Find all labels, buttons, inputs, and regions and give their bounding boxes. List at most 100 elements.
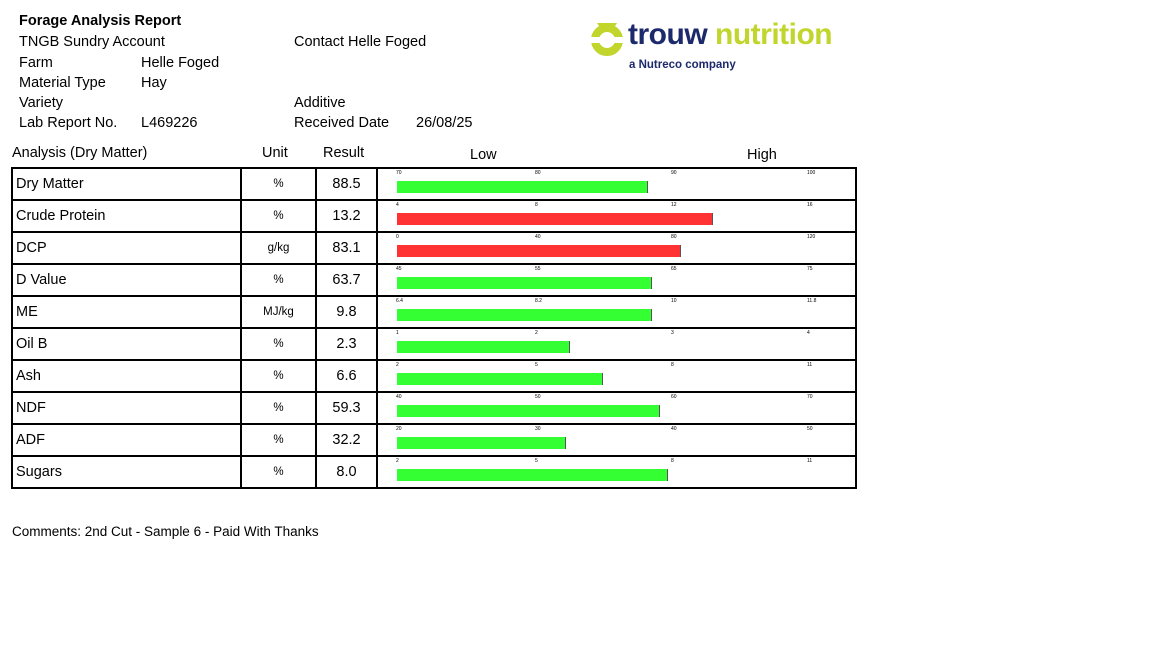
table-row: ME MJ/kg 9.8 6.4 8.2 10 11.8 <box>11 295 857 327</box>
scale-tick-label: 20 <box>396 426 402 432</box>
additive-label: Additive <box>294 95 346 111</box>
analysis-name: Ash <box>13 361 242 391</box>
range-bar-cell: 2 5 8 11 <box>378 457 855 487</box>
analysis-unit: % <box>242 393 317 423</box>
scale-tick-label: 12 <box>671 202 677 208</box>
scale-tick-label: 50 <box>807 426 813 432</box>
unit-column-header: Unit <box>262 145 288 161</box>
lab-report-label: Lab Report No. <box>19 115 118 131</box>
analysis-table: Dry Matter% 88.5 70 80 90 100 Crude Protein% 13… <box>11 167 857 489</box>
logo-tagline: a Nutreco company <box>629 59 736 71</box>
scale-tick-label: 120 <box>807 234 816 240</box>
scale-tick-label: 11 <box>807 458 813 464</box>
range-bar <box>397 405 660 417</box>
range-bar <box>397 245 681 257</box>
scale-tick-label: 5 <box>535 458 538 464</box>
scale-tick-label: 70 <box>396 170 402 176</box>
variety-label: Variety <box>19 95 64 111</box>
scale-tick-label: 40 <box>396 394 402 400</box>
range-bar-cell: 6.4 8.2 10 11.8 <box>378 297 855 327</box>
analysis-unit: % <box>242 361 317 391</box>
analysis-name: ME <box>13 297 242 327</box>
analysis-unit: % <box>242 425 317 455</box>
analysis-result: 6.6 <box>317 361 378 391</box>
table-row: Sugars% 8.0 2 5 8 11 <box>11 455 857 489</box>
scale-tick-label: 8 <box>671 458 674 464</box>
result-column-header: Result <box>323 145 365 161</box>
analysis-result: 13.2 <box>317 201 378 231</box>
low-column-header: Low <box>470 147 497 163</box>
account-name: TNGB Sundry Account <box>19 34 165 50</box>
scale-tick-label: 0 <box>396 234 399 240</box>
scale-tick-label: 55 <box>535 266 541 272</box>
scale-tick-label: 30 <box>535 426 541 432</box>
range-bar <box>397 181 648 193</box>
scale-tick-label: 70 <box>807 394 813 400</box>
scale-tick-label: 60 <box>671 394 677 400</box>
scale-tick-label: 8.2 <box>535 298 542 304</box>
analysis-name: NDF <box>13 393 242 423</box>
analysis-result: 88.5 <box>317 169 378 199</box>
analysis-unit: MJ/kg <box>242 297 317 327</box>
scale-tick-label: 100 <box>807 170 816 176</box>
scale-tick-label: 2 <box>396 362 399 368</box>
range-bar-cell: 20 30 40 50 <box>378 425 855 455</box>
range-bar <box>397 213 713 225</box>
scale-tick-label: 40 <box>671 426 677 432</box>
analysis-unit: g/kg <box>242 233 317 263</box>
scale-tick-label: 6.4 <box>396 298 403 304</box>
high-column-header: High <box>747 147 777 163</box>
table-row: Ash% 6.6 2 5 8 11 <box>11 359 857 391</box>
range-bar-cell: 0 40 80 120 <box>378 233 855 263</box>
range-bar <box>397 469 668 481</box>
received-date-label: Received Date <box>294 115 390 131</box>
table-row: Crude Protein% 13.2 4 8 12 16 <box>11 199 857 231</box>
table-row: D Value% 63.7 45 55 65 75 <box>11 263 857 295</box>
scale-tick-label: 5 <box>535 362 538 368</box>
scale-tick-label: 4 <box>396 202 399 208</box>
farm-value: Helle Foged <box>141 55 220 71</box>
scale-tick-label: 2 <box>396 458 399 464</box>
scale-tick-label: 11 <box>807 362 813 368</box>
material-type-label: Material Type <box>19 75 106 91</box>
analysis-name: D Value <box>13 265 242 295</box>
analysis-result: 8.0 <box>317 457 378 487</box>
farm-label: Farm <box>19 55 53 71</box>
range-bar <box>397 437 566 449</box>
scale-tick-label: 50 <box>535 394 541 400</box>
analysis-result: 63.7 <box>317 265 378 295</box>
material-type-value: Hay <box>141 75 167 91</box>
analysis-name: ADF <box>13 425 242 455</box>
analysis-name: Dry Matter <box>13 169 242 199</box>
analysis-column-header: Analysis (Dry Matter) <box>12 145 148 161</box>
scale-tick-label: 2 <box>535 330 538 336</box>
analysis-unit: % <box>242 265 317 295</box>
received-date-value: 26/08/25 <box>416 115 473 131</box>
range-bar-cell: 70 80 90 100 <box>378 169 855 199</box>
scale-tick-label: 80 <box>535 170 541 176</box>
company-logo: trouw nutrition a Nutreco company <box>588 16 848 76</box>
analysis-result: 32.2 <box>317 425 378 455</box>
lab-report-value: L469226 <box>141 115 198 131</box>
scale-tick-label: 10 <box>671 298 677 304</box>
scale-tick-label: 11.8 <box>807 298 817 304</box>
table-row: DCP g/kg 83.1 0 40 80 120 <box>11 231 857 263</box>
scale-tick-label: 16 <box>807 202 813 208</box>
scale-tick-label: 75 <box>807 266 813 272</box>
report-title: Forage Analysis Report <box>19 13 182 29</box>
analysis-name: DCP <box>13 233 242 263</box>
range-bar <box>397 277 652 289</box>
comments: Comments: 2nd Cut - Sample 6 - Paid With… <box>12 524 319 539</box>
logo-mark-icon <box>590 23 624 56</box>
contact-name: Contact Helle Foged <box>294 34 427 50</box>
range-bar <box>397 309 652 321</box>
table-row: ADF% 32.2 20 30 40 50 <box>11 423 857 455</box>
scale-tick-label: 4 <box>807 330 810 336</box>
analysis-result: 59.3 <box>317 393 378 423</box>
analysis-unit: % <box>242 201 317 231</box>
table-row: NDF% 59.3 40 50 60 70 <box>11 391 857 423</box>
range-bar-cell: 40 50 60 70 <box>378 393 855 423</box>
analysis-unit: % <box>242 169 317 199</box>
logo-word-nutrition: nutrition <box>715 18 833 51</box>
analysis-name: Oil B <box>13 329 242 359</box>
